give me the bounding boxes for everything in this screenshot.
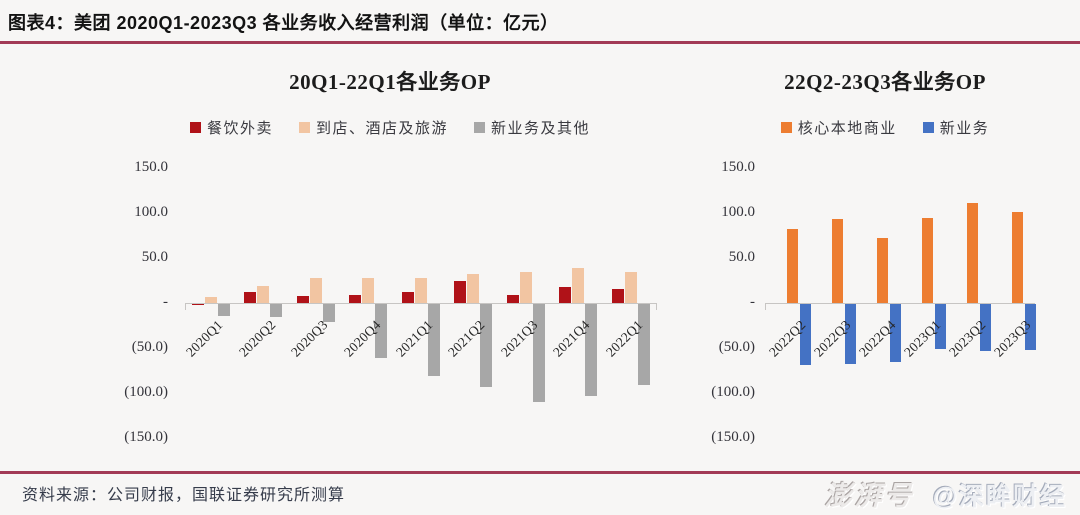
figure-title: 图表4：美团 2020Q1-2023Q3 各业务收入经营利润（单位：亿元） — [8, 13, 559, 33]
right-chart-panel: 22Q2-23Q3各业务OP 核心本地商业 新业务 150.0 100.0 50.0 -… — [690, 60, 1080, 465]
y-axis-tick-label: (150.0) — [711, 429, 755, 445]
left-chart-legend: 餐饮外卖 到店、酒店及旅游 新业务及其他 — [100, 117, 680, 138]
bar-新业务及其他-2021Q3 — [532, 304, 545, 403]
y-axis-tick-label: 50.0 — [141, 249, 168, 265]
legend-label: 到店、酒店及旅游 — [315, 121, 448, 137]
axis-tick — [656, 304, 657, 310]
y-axis-tick-label: 150.0 — [721, 159, 755, 175]
right-chart-legend: 核心本地商业 新业务 — [690, 117, 1080, 138]
legend-item: 餐饮外卖 — [189, 117, 273, 138]
bar-餐饮外卖-2022Q1 — [611, 288, 624, 303]
bar-核心本地商业-2023Q1 — [921, 217, 933, 303]
right-chart-plot: 150.0 100.0 50.0- (50.0) (100.0) (150.0) 2022Q… — [690, 159, 1080, 468]
legend-label: 新业务及其他 — [491, 121, 591, 137]
bar-新业务-2023Q1 — [934, 304, 946, 350]
bar-核心本地商业-2022Q3 — [831, 219, 843, 303]
bar-新业务及其他-2021Q4 — [585, 304, 598, 396]
bar-餐饮外卖-2020Q4 — [349, 295, 362, 303]
bar-餐饮外卖-2020Q1 — [192, 304, 204, 305]
account-name: @深眸财经 — [932, 483, 1067, 511]
bar-新业务-2023Q3 — [1024, 304, 1036, 350]
y-axis-tick-label: 50.0 — [728, 249, 755, 265]
watermark: 澎湃号 @深眸财经 — [825, 474, 1067, 513]
legend-swatch-icon — [189, 122, 201, 133]
bar-到店、酒店及旅游-2020Q4 — [362, 277, 375, 303]
bar-新业务及其他-2021Q1 — [427, 304, 440, 377]
bar-核心本地商业-2023Q2 — [966, 202, 978, 303]
bar-到店、酒店及旅游-2020Q2 — [257, 285, 270, 303]
bar-餐饮外卖-2020Q3 — [296, 296, 309, 303]
bar-新业务及其他-2020Q2 — [270, 304, 283, 318]
legend-item: 新业务 — [922, 117, 990, 138]
bar-新业务及其他-2020Q3 — [322, 304, 335, 323]
y-axis-tick-label: (100.0) — [711, 384, 755, 400]
bar-到店、酒店及旅游-2021Q1 — [414, 278, 427, 303]
bar-到店、酒店及旅游-2020Q3 — [309, 277, 322, 303]
legend-item: 核心本地商业 — [780, 117, 897, 138]
bar-到店、酒店及旅游-2021Q3 — [519, 271, 532, 303]
legend-label: 餐饮外卖 — [206, 121, 273, 137]
bar-新业务及其他-2021Q2 — [480, 304, 493, 388]
legend-item: 到店、酒店及旅游 — [298, 117, 448, 138]
source-note: 资料来源：公司财报，国联证券研究所测算 — [22, 487, 346, 504]
y-axis-tick-label: 100.0 — [721, 204, 755, 220]
x-axis-line — [185, 303, 657, 304]
bar-核心本地商业-2022Q2 — [786, 228, 798, 303]
axis-tick — [765, 304, 766, 310]
x-axis-line — [765, 303, 1035, 304]
footer-rule — [0, 471, 1080, 474]
bar-到店、酒店及旅游-2022Q1 — [624, 271, 637, 303]
pengpai-logo: 澎湃号 — [824, 481, 915, 511]
bar-餐饮外卖-2020Q2 — [244, 291, 257, 303]
y-axis-tick-label: (50.0) — [718, 339, 755, 355]
bar-新业务-2022Q3 — [844, 304, 856, 365]
bar-新业务-2023Q2 — [979, 304, 991, 351]
bar-核心本地商业-2022Q4 — [876, 238, 888, 303]
y-axis-tick-label: - — [163, 294, 168, 310]
y-axis-tick-label: 150.0 — [134, 159, 168, 175]
legend-swatch-icon — [474, 122, 485, 133]
bar-餐饮外卖-2021Q1 — [401, 292, 414, 303]
bar-新业务及其他-2022Q1 — [637, 304, 650, 386]
left-chart-plot: 150.0 100.0 50.0- (50.0) (100.0) (150.0) 2020Q… — [100, 159, 680, 468]
legend-label: 新业务 — [939, 121, 990, 137]
y-axis-tick-label: (150.0) — [124, 429, 168, 445]
legend-label: 核心本地商业 — [797, 121, 897, 137]
bar-到店、酒店及旅游-2021Q4 — [572, 267, 585, 303]
bar-餐饮外卖-2021Q2 — [454, 280, 467, 303]
legend-swatch-icon — [298, 122, 310, 133]
y-axis-tick-label: (50.0) — [131, 339, 168, 355]
bar-到店、酒店及旅游-2020Q1 — [205, 296, 217, 303]
bar-餐饮外卖-2021Q4 — [559, 287, 572, 303]
title-rule — [0, 41, 1080, 44]
left-chart-panel: 20Q1-22Q1各业务OP 餐饮外卖 到店、酒店及旅游 新业务及其他 150.0 1… — [100, 60, 680, 465]
bar-新业务及其他-2020Q4 — [375, 304, 388, 358]
y-axis-tick-label: - — [750, 294, 755, 310]
y-axis-tick-label: 100.0 — [134, 204, 168, 220]
legend-swatch-icon — [922, 122, 934, 133]
legend-swatch-icon — [780, 122, 792, 133]
right-chart-title: 22Q2-23Q3各业务OP — [784, 70, 986, 94]
bar-新业务及其他-2020Q1 — [218, 304, 230, 317]
bar-到店、酒店及旅游-2021Q2 — [467, 274, 480, 303]
y-axis-tick-label: (100.0) — [124, 384, 168, 400]
legend-item: 新业务及其他 — [474, 117, 590, 138]
left-chart-title: 20Q1-22Q1各业务OP — [289, 70, 491, 94]
bar-新业务-2022Q4 — [889, 304, 901, 362]
bar-餐饮外卖-2021Q3 — [506, 295, 519, 303]
bar-核心本地商业-2023Q3 — [1011, 212, 1023, 303]
axis-tick — [185, 304, 186, 310]
bar-新业务-2022Q2 — [799, 304, 811, 366]
